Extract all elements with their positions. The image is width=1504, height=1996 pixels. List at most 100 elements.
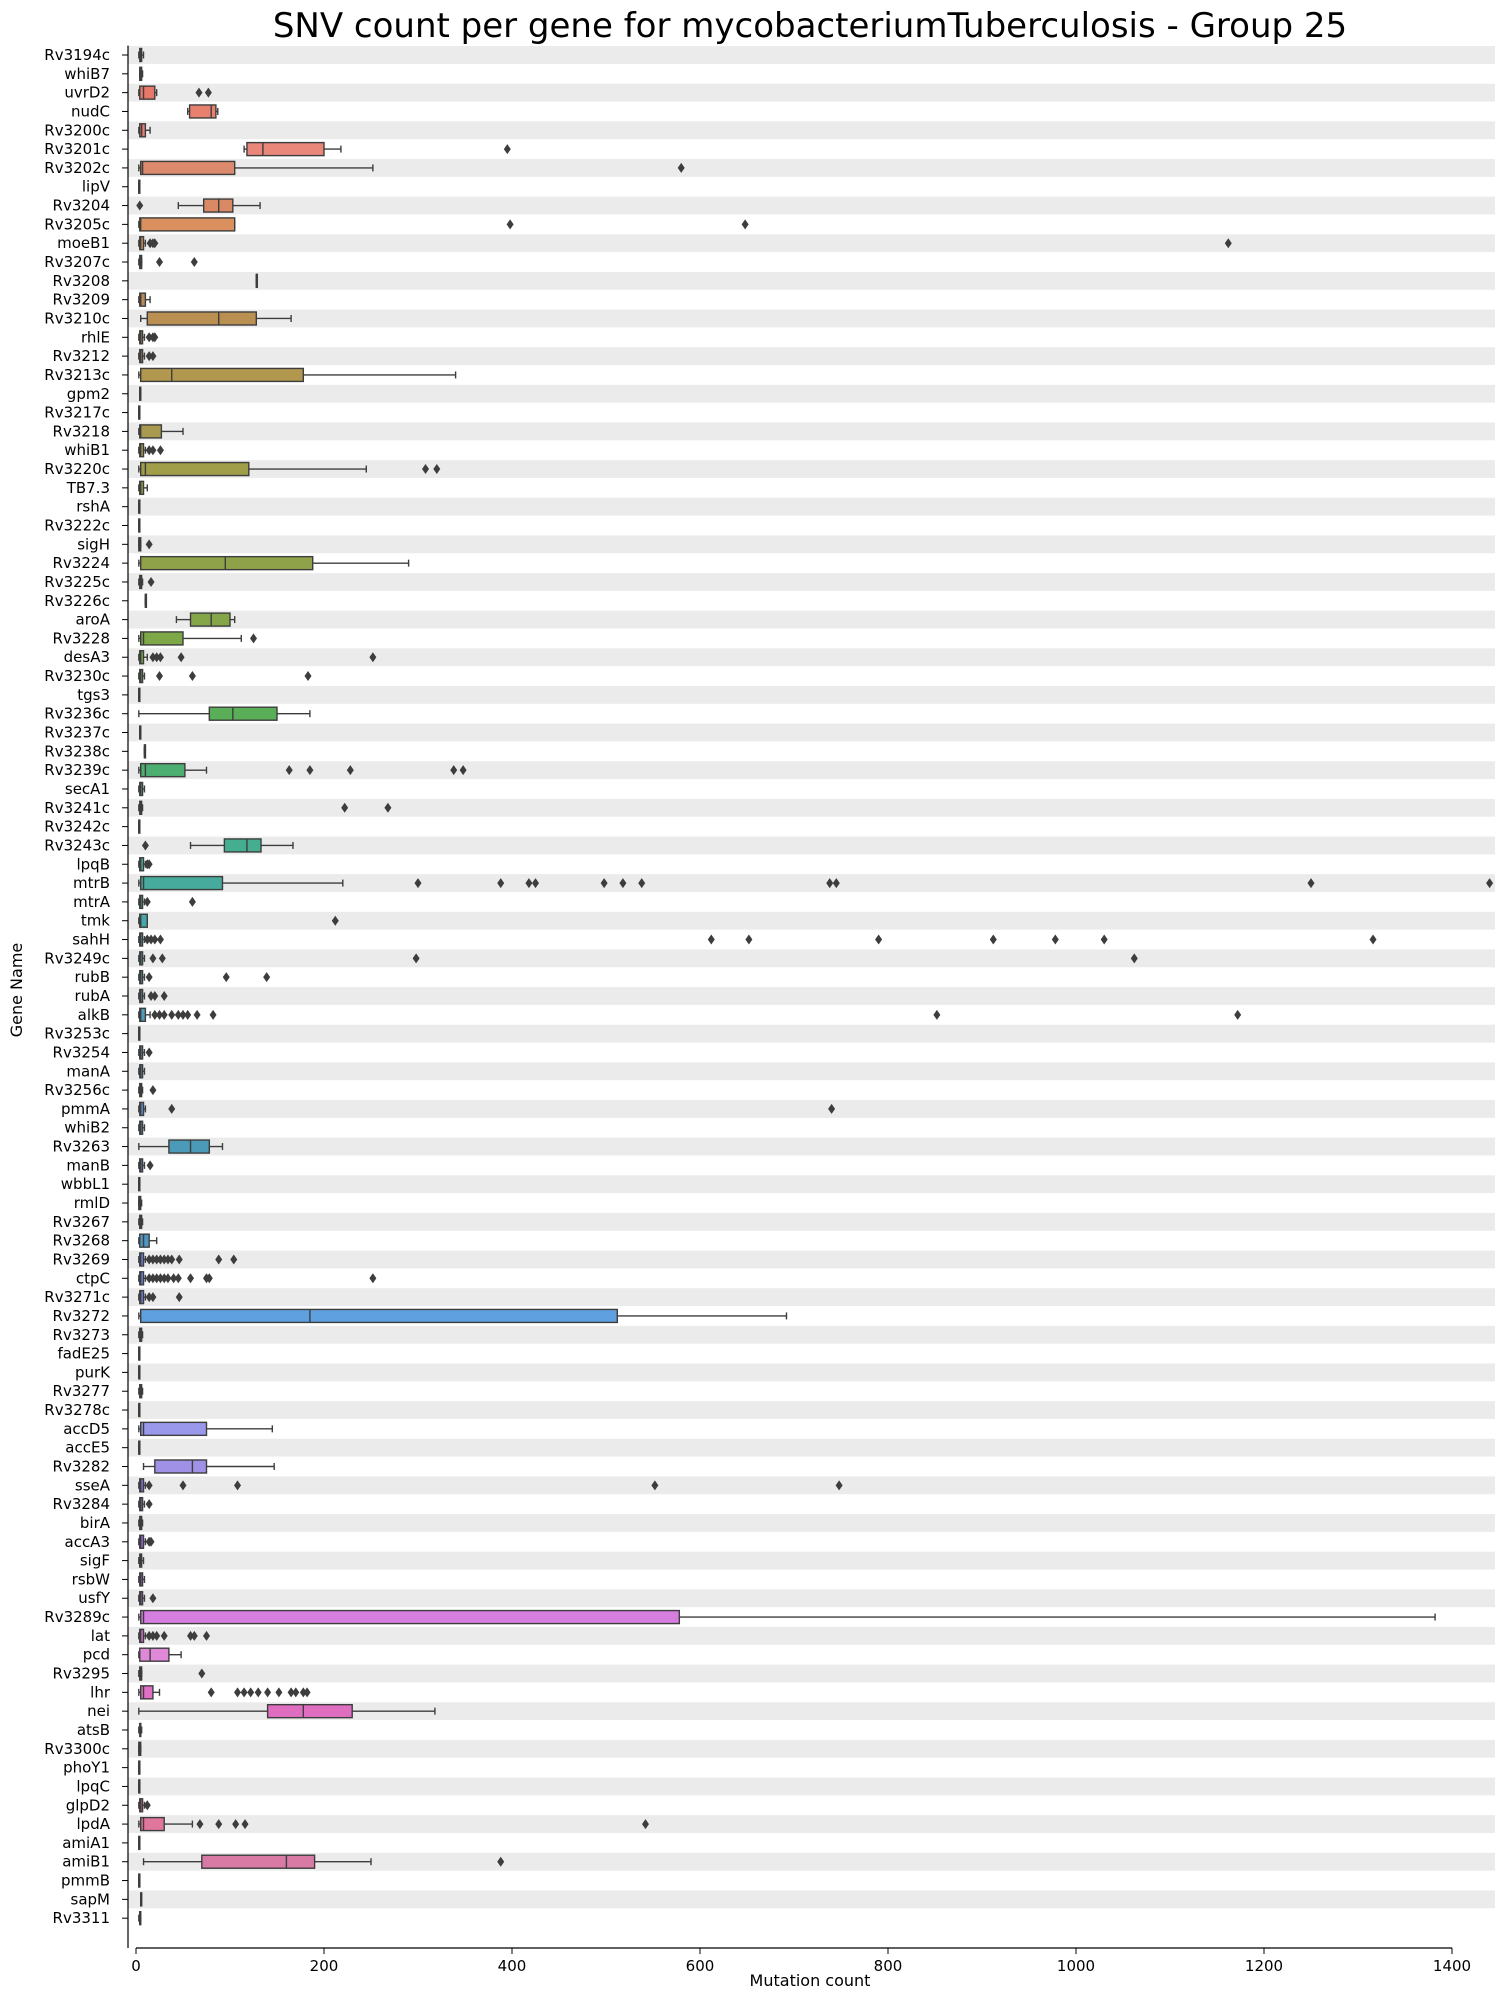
gene-box-group (138, 969, 271, 985)
outlier-point (153, 1254, 161, 1265)
y-tick-label: Rv3217c (44, 404, 110, 422)
iqr-box (208, 706, 278, 721)
outlier-point (264, 1687, 272, 1698)
row-band (128, 1100, 1495, 1118)
y-tick-label: accD5 (63, 1420, 110, 1438)
outlier-point (149, 1273, 157, 1284)
outlier-point (240, 1687, 248, 1698)
y-tick-label: nudC (71, 102, 110, 120)
outlier-point (263, 972, 271, 983)
y-tick-label: Rv3224 (53, 554, 110, 572)
y-tick-label: birA (80, 1514, 111, 1532)
y-tick-label: Rv3238c (44, 742, 110, 760)
outlier-point (247, 1687, 255, 1698)
outlier-point (1369, 934, 1377, 945)
outlier-point (160, 1273, 168, 1284)
outlier-point (422, 464, 430, 475)
outlier-point (1051, 934, 1059, 945)
outlier-point (209, 1009, 217, 1020)
y-tick-label: accA3 (65, 1533, 111, 1551)
outlier-point (826, 878, 834, 889)
y-tick-label: fadE25 (57, 1345, 110, 1363)
y-tick-label: rubA (75, 987, 111, 1005)
x-axis-label: Mutation count (750, 1971, 871, 1990)
iqr-box (139, 875, 224, 891)
gene-box-group (138, 1534, 155, 1549)
gene-box-group (138, 292, 151, 307)
row-band (128, 347, 1495, 366)
y-tick-label: amiA1 (62, 1834, 110, 1852)
outlier-point (151, 332, 159, 343)
outlier-point (285, 765, 293, 776)
y-tick-label: Rv3277 (53, 1382, 110, 1400)
y-tick-label: Rv3194c (44, 46, 110, 64)
gene-box-group (138, 1176, 141, 1192)
outlier-point (156, 1273, 164, 1284)
y-tick-label: Rv3225c (44, 573, 110, 591)
outlier-point (149, 351, 157, 362)
y-tick-label: Rv3230c (44, 667, 110, 685)
iqr-box (139, 555, 314, 571)
iqr-box (139, 123, 147, 138)
outlier-point (145, 332, 153, 343)
gene-box-group (138, 762, 467, 778)
iqr-box (139, 857, 145, 872)
outlier-point (143, 1800, 151, 1811)
y-tick-label: Rv3220c (44, 460, 110, 478)
outlier-point (287, 1687, 295, 1698)
y-tick-label: nei (87, 1702, 110, 1720)
outlier-point (145, 1499, 153, 1510)
outlier-point (141, 840, 149, 851)
y-tick-label: Rv3209 (53, 291, 110, 309)
gene-box-group (138, 1685, 311, 1700)
iqr-box (139, 424, 163, 439)
outlier-point (506, 219, 514, 230)
gene-box-group (138, 1440, 141, 1455)
y-tick-label: Rv3254 (53, 1043, 110, 1061)
y-tick-label: Rv3269 (53, 1250, 110, 1268)
iqr-box (139, 631, 184, 646)
y-tick-label: rshA (76, 498, 110, 516)
outlier-point (203, 1630, 210, 1641)
gene-box-group (138, 1365, 141, 1380)
outlier-point (143, 934, 151, 945)
gene-box-group (175, 612, 236, 627)
y-tick-label: lat (91, 1627, 110, 1645)
y-tick-label: Rv3278c (44, 1401, 110, 1419)
row-band (128, 949, 1495, 968)
outlier-point (149, 1254, 157, 1265)
y-tick-label: desA3 (64, 648, 110, 666)
outlier-point (933, 1009, 941, 1020)
row-band (128, 422, 1495, 441)
outlier-point (147, 991, 155, 1001)
row-band (128, 535, 1495, 554)
iqr-box (139, 1289, 145, 1305)
gene-box-group (138, 1384, 144, 1399)
iqr-box (139, 1101, 145, 1117)
outlier-point (143, 896, 151, 907)
outlier-point (304, 671, 312, 682)
x-tick-label: 600 (686, 1957, 715, 1975)
outlier-point (156, 257, 163, 268)
outlier-point (149, 1593, 157, 1604)
outlier-point (160, 1254, 168, 1265)
row-band (128, 46, 1495, 64)
gene-box-group (138, 1741, 142, 1757)
y-tick-label: aroA (76, 611, 111, 629)
gene-box-group (138, 1703, 436, 1719)
y-tick-label: wbbL1 (61, 1175, 110, 1193)
outlier-point (151, 238, 159, 249)
gene-box-group (138, 217, 749, 232)
y-tick-label: glpD2 (66, 1796, 110, 1814)
gene-box-group (143, 744, 147, 759)
outlier-point (177, 652, 185, 663)
iqr-box (139, 1816, 165, 1832)
gene-box-group (144, 593, 148, 608)
outlier-point (147, 934, 155, 945)
row-band (128, 1288, 1495, 1307)
iqr-box (139, 480, 145, 496)
outlier-point (619, 878, 627, 889)
y-tick-label: gpm2 (67, 385, 110, 403)
gene-box-group (138, 1139, 224, 1154)
